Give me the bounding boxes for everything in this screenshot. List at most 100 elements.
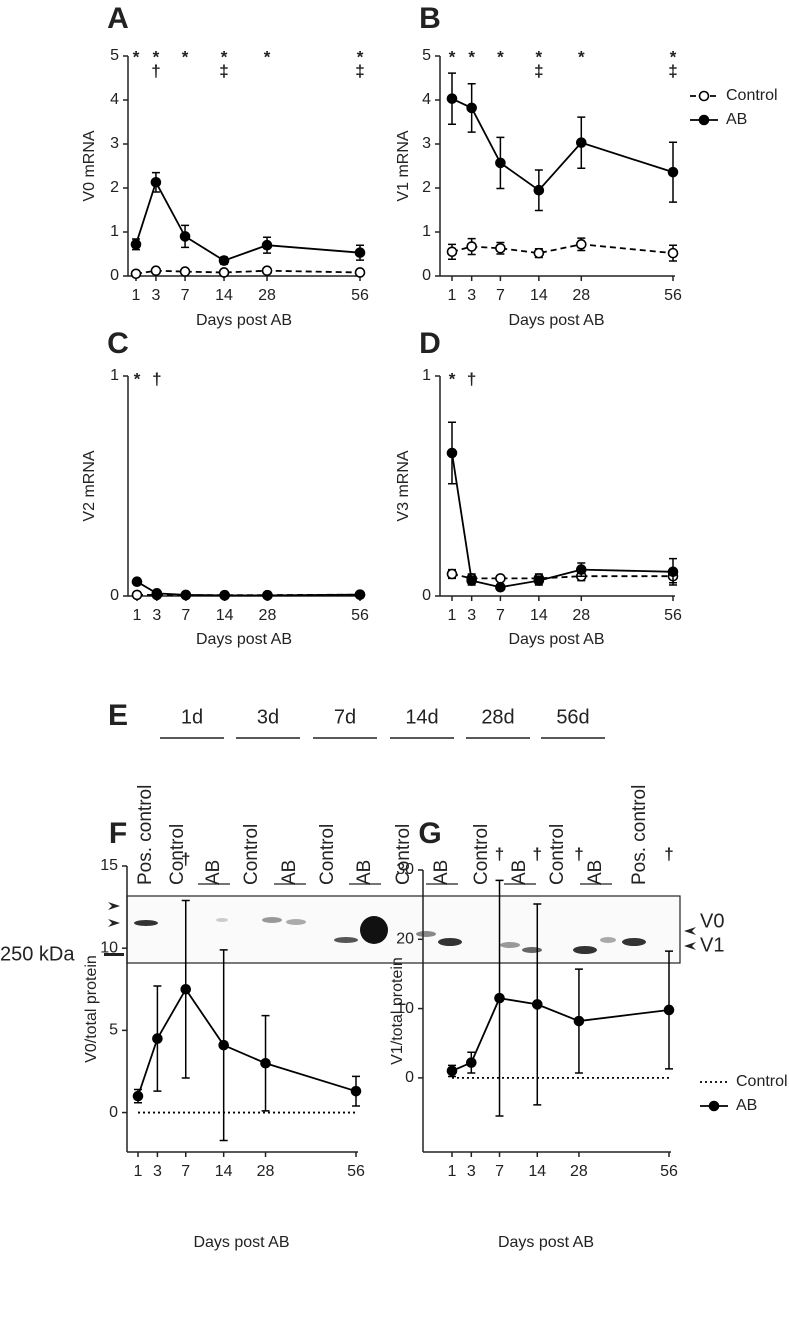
x-tick-label: 3: [153, 1163, 162, 1180]
lane-label: AB: [203, 860, 224, 885]
data-point: [573, 1015, 585, 1027]
data-point: [150, 176, 162, 188]
data-point: [150, 265, 162, 277]
x-tick-label: 14: [530, 607, 548, 624]
significance: ‡: [668, 61, 677, 80]
data-point: [260, 1057, 271, 1069]
x-tick-label: 1: [448, 607, 457, 624]
data-point: [466, 575, 477, 586]
series-line: [137, 987, 357, 1097]
x-tick-label: 14: [530, 287, 548, 304]
significance: *: [670, 47, 677, 66]
y-axis-label: V1 mRNA: [395, 130, 412, 201]
significance: *: [449, 47, 456, 66]
timepoint-label: 1d: [181, 706, 203, 728]
x-tick-label: 56: [347, 1163, 365, 1180]
y-axis-label: V2 mRNA: [81, 450, 98, 521]
data-point: [354, 247, 366, 258]
x-tick-label: 1: [132, 287, 141, 304]
panel-label: E: [108, 699, 128, 732]
lane-label: Control: [167, 824, 188, 885]
significance: *: [468, 47, 475, 66]
x-axis-label: Days post AB: [498, 1234, 594, 1251]
legend-label: AB: [736, 1097, 757, 1114]
x-axis-label: Days post AB: [508, 631, 604, 648]
data-point: [350, 1085, 362, 1097]
significance: †: [152, 369, 161, 388]
data-point: [663, 1004, 675, 1016]
data-point: [261, 265, 273, 277]
series-line: [136, 580, 361, 597]
data-point: [466, 1057, 477, 1068]
legend-marker: [698, 90, 710, 102]
data-point: [495, 157, 506, 169]
data-point: [533, 247, 545, 259]
y-tick-label: 0: [110, 587, 119, 604]
lane-label: Pos. control: [135, 785, 156, 885]
x-tick-label: 28: [258, 287, 276, 304]
data-point: [466, 241, 477, 252]
series-line: [451, 452, 674, 589]
x-tick-label: 56: [664, 287, 682, 304]
y-tick-label: 10: [100, 939, 118, 956]
x-tick-label: 56: [351, 607, 369, 624]
x-tick-label: 7: [496, 287, 505, 304]
x-tick-label: 1: [133, 607, 142, 624]
x-tick-label: 1: [448, 1163, 457, 1180]
y-tick-label: 2: [110, 179, 119, 196]
legend-marker: [708, 1100, 720, 1112]
data-point: [446, 246, 458, 258]
y-tick-label: 10: [396, 1000, 414, 1017]
data-point: [131, 576, 143, 588]
y-axis-label: V0/total protein: [83, 955, 100, 1063]
series-line: [135, 269, 361, 275]
lane-label: AB: [354, 860, 375, 885]
y-tick-label: 1: [422, 223, 431, 240]
significance: *: [536, 47, 543, 66]
data-point: [495, 581, 506, 593]
significance: †: [151, 61, 160, 80]
significance: †: [181, 849, 190, 868]
data-point: [130, 239, 142, 250]
data-point: [466, 102, 477, 114]
significance: ‡: [355, 61, 364, 80]
data-point: [446, 568, 458, 580]
blot-bands: [134, 916, 646, 954]
panel-label: C: [107, 327, 129, 360]
y-tick-label: 4: [110, 91, 119, 108]
x-tick-label: 14: [215, 1163, 233, 1180]
significance: *: [578, 47, 585, 66]
significance: *: [153, 47, 160, 66]
data-point: [180, 589, 192, 601]
lane-label: AB: [585, 860, 606, 885]
data-point: [180, 983, 192, 995]
x-tick-label: 14: [215, 287, 233, 304]
data-point: [354, 589, 366, 600]
x-tick-label: 3: [467, 607, 476, 624]
significance: ‡: [219, 61, 228, 80]
timepoint-label: 28d: [481, 706, 514, 728]
data-point: [533, 575, 545, 586]
panel-label: D: [419, 327, 441, 360]
data-point: [132, 1090, 144, 1102]
x-tick-label: 28: [259, 607, 277, 624]
lane-label: Control: [393, 824, 414, 885]
data-point: [219, 590, 230, 601]
x-tick-label: 56: [660, 1163, 678, 1180]
x-tick-label: 56: [664, 607, 682, 624]
x-tick-label: 3: [467, 287, 476, 304]
x-tick-label: 7: [181, 1163, 190, 1180]
band-label: V1: [700, 934, 724, 956]
data-point: [179, 266, 191, 277]
data-point: [667, 247, 679, 259]
significance: *: [449, 369, 456, 388]
panel-label: A: [107, 2, 129, 35]
lane-label: Control: [547, 824, 568, 885]
legend-label: AB: [726, 111, 747, 128]
data-point: [575, 239, 587, 250]
significance: †: [533, 844, 542, 863]
significance: †: [574, 844, 583, 863]
x-axis-label: Days post AB: [508, 312, 604, 329]
timepoint-label: 56d: [556, 706, 589, 728]
